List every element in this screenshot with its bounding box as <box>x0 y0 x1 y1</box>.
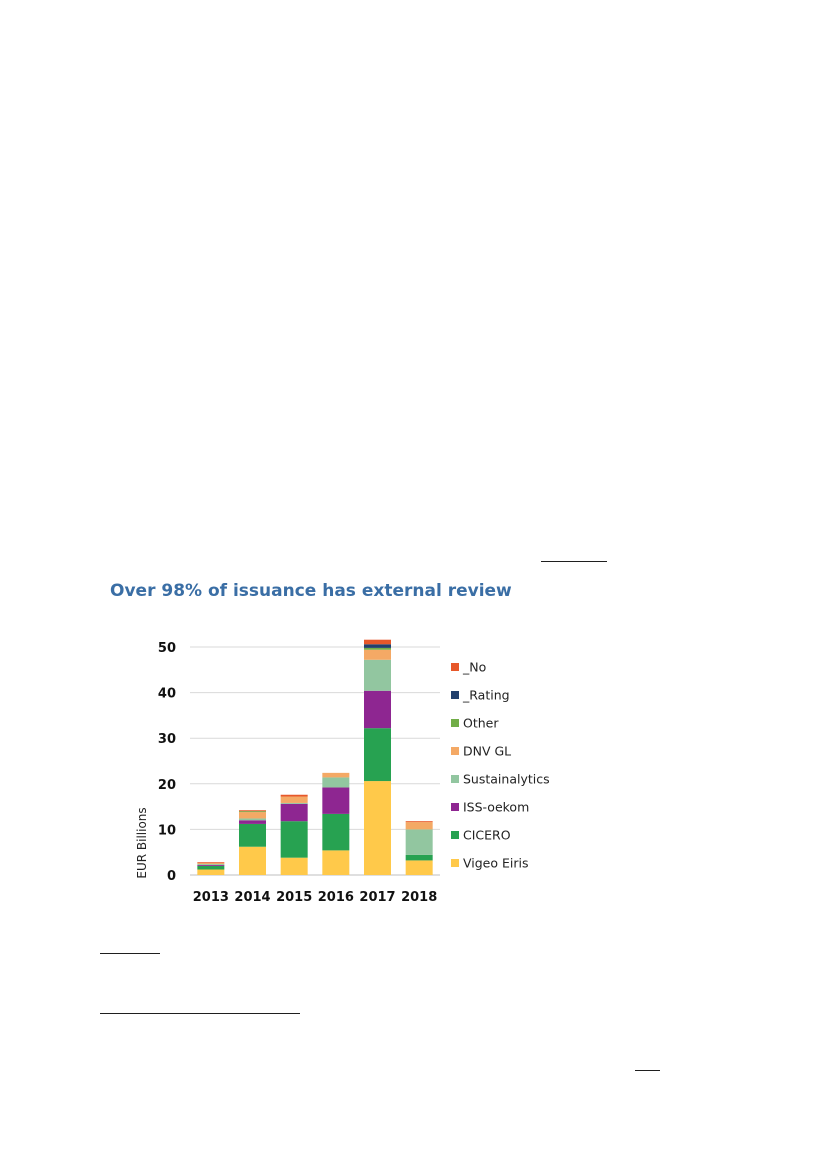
chart-title: Over 98% of issuance has external review <box>110 581 512 601</box>
legend-swatch <box>451 747 459 755</box>
bar--no-2017 <box>364 639 391 645</box>
bar-other-2014 <box>239 811 266 813</box>
x-axis-ticks: 2013 2014 2015 2016 2017 2018 <box>193 890 438 905</box>
bar-vigeo-eiris-2016 <box>322 850 350 875</box>
bar-iss-oekom-2014 <box>239 820 266 824</box>
bar-cicero-2016 <box>322 813 350 851</box>
bar-iss-oekom-2017 <box>364 690 391 729</box>
bar-cicero-2018 <box>405 854 433 861</box>
link-underline-source[interactable] <box>100 953 160 954</box>
bar-vigeo-eiris-2018 <box>405 860 433 875</box>
bar-dnv-gl-2015 <box>280 796 308 803</box>
bar-sustainalytics-2015 <box>280 802 308 804</box>
bar-iss-oekom-2016 <box>322 787 350 814</box>
bar-vigeo-eiris-2017 <box>364 781 391 875</box>
y-tick-label: 40 <box>158 687 176 702</box>
gridlines <box>190 646 440 876</box>
bar-dnv-gl-2018 <box>405 822 433 830</box>
y-tick-label: 50 <box>158 641 176 656</box>
footnote-separator <box>100 1013 300 1014</box>
legend-swatch <box>451 775 459 783</box>
x-tick-label: 2018 <box>401 890 437 905</box>
bar--no-2015 <box>280 794 308 797</box>
legend-label: ISS-oekom <box>463 800 529 815</box>
bar-sustainalytics-2014 <box>239 818 266 821</box>
legend-label: _No <box>462 660 486 675</box>
link-underline-footnote[interactable] <box>635 1070 660 1071</box>
bar-series <box>197 639 433 875</box>
bar-sustainalytics-2013 <box>197 864 225 865</box>
bar-sustainalytics-2016 <box>322 777 350 788</box>
x-tick-label: 2014 <box>234 890 270 905</box>
legend-label: _Rating <box>462 688 510 703</box>
legend-swatch <box>451 803 459 811</box>
bar-vigeo-eiris-2015 <box>280 857 308 875</box>
bar-sustainalytics-2017 <box>364 659 391 691</box>
bar--no-2018 <box>405 821 433 823</box>
bar-vigeo-eiris-2014 <box>239 846 266 875</box>
bar-dnv-gl-2017 <box>364 649 391 660</box>
bar-iss-oekom-2015 <box>280 803 308 822</box>
bar--no-2014 <box>239 810 266 812</box>
legend-swatch <box>451 719 459 727</box>
legend-swatch <box>451 663 459 671</box>
y-tick-label: 20 <box>158 778 176 793</box>
x-tick-label: 2016 <box>318 890 354 905</box>
x-tick-label: 2017 <box>359 890 395 905</box>
bar-dnv-gl-2014 <box>239 812 266 819</box>
y-axis-label: EUR Billions <box>135 807 149 878</box>
bar-sustainalytics-2018 <box>405 829 433 855</box>
legend-label: CICERO <box>463 828 511 843</box>
bar-vigeo-eiris-2013 <box>197 869 225 875</box>
bar-dnv-gl-2016 <box>322 772 350 778</box>
bar--rating-2017 <box>364 644 391 648</box>
bar-cicero-2015 <box>280 821 308 858</box>
y-tick-label: 30 <box>158 732 176 747</box>
y-axis-ticks: 0 10 20 30 40 50 <box>158 641 176 884</box>
legend-swatch <box>451 831 459 839</box>
legend: _No _Rating Other DNV GL Sustainalytics ISS-o… <box>451 660 550 871</box>
link-underline-top[interactable] <box>541 561 607 562</box>
bar--no-2013 <box>197 862 225 864</box>
legend-label: Other <box>463 716 499 731</box>
legend-label: Sustainalytics <box>463 772 550 787</box>
x-tick-label: 2015 <box>276 890 312 905</box>
bar-cicero-2017 <box>364 728 391 782</box>
bar-iss-oekom-2013 <box>197 864 225 866</box>
x-tick-label: 2013 <box>193 890 229 905</box>
legend-label: Vigeo Eiris <box>463 856 529 871</box>
y-tick-label: 0 <box>167 869 176 884</box>
y-tick-label: 10 <box>158 823 176 838</box>
bar-cicero-2013 <box>197 865 225 870</box>
legend-swatch <box>451 859 459 867</box>
legend-label: DNV GL <box>463 744 511 759</box>
legend-swatch <box>451 691 459 699</box>
bar-other-2017 <box>364 647 391 650</box>
bar-cicero-2014 <box>239 823 266 847</box>
bar-dnv-gl-2013 <box>197 863 225 865</box>
